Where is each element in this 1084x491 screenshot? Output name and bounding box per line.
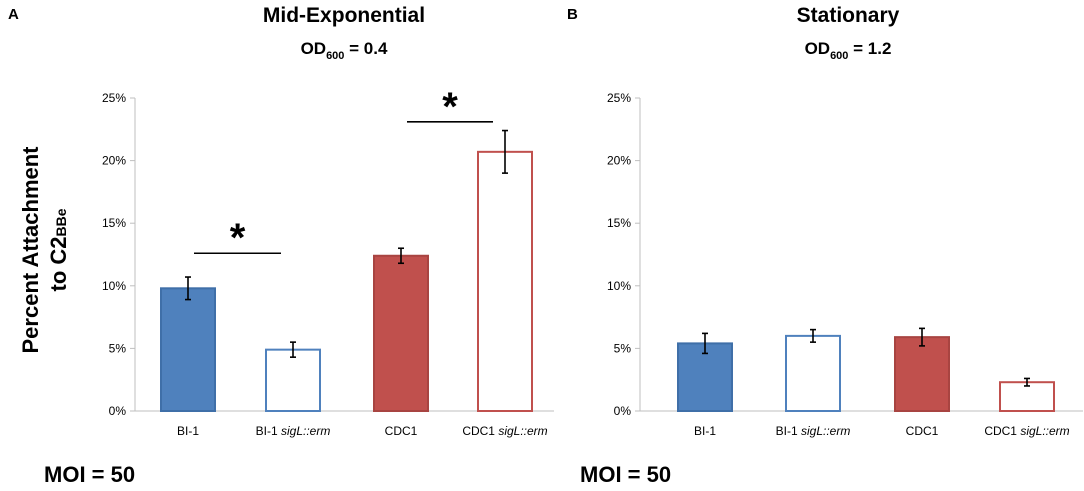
panel-b-subtitle-suffix: = 1.2 <box>848 39 891 58</box>
panel-b-bar <box>894 336 950 412</box>
panel-a-category-label: BI-1 <box>177 424 199 438</box>
panel-a-ytick-label: 20% <box>102 154 126 168</box>
panel-a-ytick-label: 15% <box>102 216 126 230</box>
panel-b-ytick-label: 0% <box>614 404 632 418</box>
panel-b-ytick-label: 5% <box>614 341 632 355</box>
panel-a-title: Mid-Exponential <box>263 4 425 27</box>
panel-a-category-label-main: CDC1 <box>385 424 418 438</box>
panel-b-category-label-italic: sigL::erm <box>801 424 850 438</box>
panel-b-bar <box>999 381 1055 413</box>
panel-b-category-label-main: BI-1 <box>776 424 801 438</box>
panel-a-category-label: BI-1 sigL::erm <box>256 424 331 438</box>
panel-a-category-label: CDC1 sigL::erm <box>462 424 547 438</box>
y-axis-label-line2-main: to C2 <box>46 237 71 292</box>
panel-a-label: A <box>8 6 19 23</box>
panel-b-ytick-label: 15% <box>607 216 631 230</box>
panel-b-category-label: BI-1 sigL::erm <box>776 424 851 438</box>
panel-a-category-label-italic: sigL::erm <box>498 424 547 438</box>
panel-a-subtitle-suffix: = 0.4 <box>344 39 388 58</box>
panel-b-bar <box>677 342 733 412</box>
panel-b-subtitle: OD600 = 1.2 <box>805 39 892 62</box>
panel-b-category-label-main: CDC1 <box>906 424 939 438</box>
panel-a-category-label-main: BI-1 <box>256 424 281 438</box>
panel-b-category-label: CDC1 sigL::erm <box>984 424 1069 438</box>
panel-b-bar <box>785 334 841 413</box>
panel-a-subtitle: OD600 = 0.4 <box>301 39 388 62</box>
y-axis-label-line2-subscript: BBe <box>53 208 69 236</box>
panel-b-title: Stationary <box>797 4 900 27</box>
panel-b-category-label-main: CDC1 <box>984 424 1020 438</box>
panel-a-category-label: CDC1 <box>385 424 418 438</box>
panel-a-category-label-main: CDC1 <box>462 424 498 438</box>
panel-b-category-label: CDC1 <box>906 424 939 438</box>
y-axis-label-line1: Percent Attachment <box>18 146 43 354</box>
panel-a-bar <box>265 348 321 413</box>
panel-a-significance-star: * <box>442 85 458 129</box>
panel-b-subtitle-subscript: 600 <box>830 50 848 62</box>
panel-b-subtitle-prefix: OD <box>805 39 831 58</box>
y-axis-label: Percent Attachment to C2BBe <box>18 146 71 354</box>
panel-b-label: B <box>567 6 578 23</box>
panel-a-subtitle-subscript: 600 <box>326 50 344 62</box>
panel-b-moi: MOI = 50 <box>580 462 671 487</box>
panel-a-category-label-main: BI-1 <box>177 424 199 438</box>
y-axis-label-line2: to C2BBe <box>46 208 71 291</box>
panel-a-ytick-label: 10% <box>102 279 126 293</box>
panel-a-plot: 0%5%10%15%20%25%BI-1 BI-1 sigL::erm CDC1 CD… <box>102 85 554 438</box>
panel-a-ytick-label: 0% <box>109 404 127 418</box>
panel-a-significance-star: * <box>230 216 246 260</box>
panel-a-category-label-italic: sigL::erm <box>281 424 330 438</box>
panel-b-ytick-label: 20% <box>607 154 631 168</box>
panel-b-category-label-main: BI-1 <box>694 424 716 438</box>
panel-b-ytick-label: 10% <box>607 279 631 293</box>
panel-b-category-label-italic: sigL::erm <box>1020 424 1069 438</box>
panel-a-bar <box>373 254 429 412</box>
panel-a-subtitle-prefix: OD <box>301 39 327 58</box>
panel-a-ytick-label: 5% <box>109 341 127 355</box>
panel-a-bar <box>160 287 216 412</box>
panel-a-moi: MOI = 50 <box>44 462 135 487</box>
panel-b-category-label: BI-1 <box>694 424 716 438</box>
panel-b-plot: 0%5%10%15%20%25%BI-1 BI-1 sigL::erm CDC1 CD… <box>607 91 1083 438</box>
panel-a-ytick-label: 25% <box>102 91 126 105</box>
panel-b-ytick-label: 25% <box>607 91 631 105</box>
panel-a-bar <box>477 150 533 412</box>
